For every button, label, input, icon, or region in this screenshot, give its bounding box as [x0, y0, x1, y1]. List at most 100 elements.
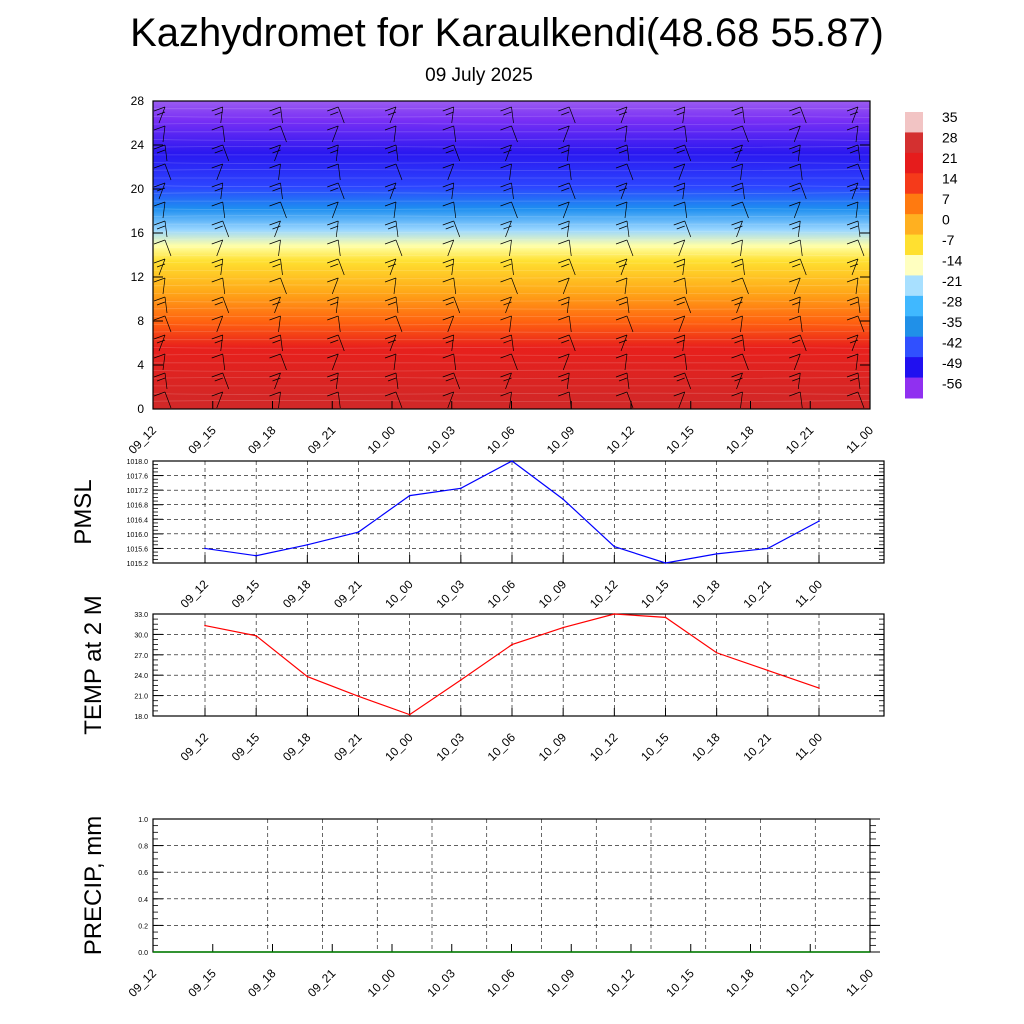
wind-barb: [851, 334, 859, 352]
wind-barb: [393, 125, 397, 143]
wind-barb: [453, 125, 457, 143]
wind-barb: [164, 391, 172, 409]
wind-barb: [511, 277, 518, 295]
y-tick-label: 1016.8: [127, 503, 149, 510]
wind-barb: [505, 144, 512, 162]
wind-barb: [337, 258, 345, 276]
wind-barb-flag: [731, 277, 743, 283]
wind-barb: [682, 106, 686, 124]
wind-barb-flag: [789, 201, 801, 207]
y-tick-label: 1015.6: [127, 546, 149, 553]
wind-barb-flag: [731, 106, 743, 112]
wind-barb: [389, 334, 397, 352]
colorbar-cell: [905, 132, 923, 154]
wind-barb-flag: [789, 144, 801, 150]
wind-barb-flag: [676, 225, 685, 230]
wind-barb-flag: [442, 163, 454, 169]
wind-barb-flag: [561, 111, 570, 116]
wind-barb-flag: [849, 339, 859, 344]
wind-barb-flag: [615, 334, 628, 340]
x-tick-label: 10_18: [689, 730, 723, 764]
wind-barb-flag: [558, 334, 570, 340]
wind-barb-flag: [558, 125, 570, 131]
wind-barb-flag: [561, 377, 570, 382]
wind-barb-flag: [789, 220, 801, 226]
wind-barb-flag: [153, 125, 166, 131]
wind-barb: [626, 163, 634, 181]
y-tick-label: 8: [137, 314, 144, 328]
wind-barb: [511, 353, 518, 371]
wind-barb-flag: [731, 125, 743, 131]
wind-barb-flag: [849, 111, 859, 116]
wind-barb-flag: [269, 201, 281, 207]
wind-barb-flag: [789, 334, 801, 340]
wind-barb-flag: [327, 296, 339, 302]
isotherm-line: [152, 399, 871, 403]
wind-barb-flag: [615, 220, 628, 226]
data-point: [460, 487, 462, 490]
wind-barb-flag: [558, 391, 570, 397]
wind-barb-flag: [558, 106, 570, 112]
wind-barb: [509, 239, 512, 257]
y-tick-label: 0.6: [138, 870, 148, 877]
wind-barb-flag: [676, 301, 685, 306]
wind-barb: [331, 201, 339, 219]
x-tick-label: 09_12: [126, 966, 160, 1000]
y-tick-label: 1016.4: [127, 517, 149, 524]
x-tick-label: 09_15: [229, 730, 263, 764]
wind-barb-flag: [615, 201, 628, 207]
wind-barb: [511, 201, 518, 219]
wind-barb-flag: [731, 239, 743, 245]
wind-barb-flag: [673, 106, 685, 112]
wind-barb: [453, 296, 461, 314]
wind-barb-flag: [327, 239, 339, 245]
wind-barb: [799, 106, 807, 124]
wind-barb-flag: [731, 334, 743, 340]
wind-barb-flag: [618, 263, 628, 268]
wind-barb: [447, 391, 455, 409]
wind-barb-flag: [558, 315, 570, 321]
wind-barb-flag: [618, 225, 628, 230]
wind-barb: [620, 106, 628, 124]
wind-barb-flag: [561, 263, 570, 268]
colorbar-cell: [905, 336, 923, 358]
wind-barb: [453, 201, 457, 219]
panel-frame: [152, 460, 885, 564]
wind-barb-flag: [673, 144, 685, 150]
colorbar-cell: [905, 214, 923, 236]
wind-barb: [216, 239, 224, 257]
wind-barb-flag: [387, 377, 397, 382]
data-point: [357, 695, 360, 698]
wind-barb-flag: [153, 258, 166, 264]
wind-barb-flag: [384, 163, 397, 169]
isotherm-line: [152, 207, 871, 211]
wind-barb-flag: [673, 353, 685, 359]
pmsl-panel: 1015.2 1015.6 1016.0 1016.4 1016.8 1017.2 1017…: [70, 459, 885, 611]
wind-barb-flag: [269, 296, 281, 302]
panel-frame: [152, 613, 885, 717]
x-tick-label: 09_18: [280, 730, 314, 764]
y-tick-label: 27.0: [134, 653, 148, 660]
wind-barb: [280, 353, 287, 371]
x-tick-label: 09_21: [305, 966, 339, 1000]
x-tick-label: 09_21: [305, 423, 339, 457]
colorbar-label: 21: [942, 150, 958, 166]
wind-barb-flag: [673, 334, 685, 340]
wind-barb: [742, 258, 745, 276]
wind-barb-flag: [558, 201, 570, 207]
wind-barb: [678, 239, 686, 257]
wind-barb: [447, 163, 455, 181]
wind-barb-flag: [558, 296, 570, 302]
wind-barb: [742, 201, 749, 219]
wind-barb: [742, 182, 745, 200]
wind-barb-flag: [731, 201, 743, 207]
wind-barb-flag: [327, 220, 339, 226]
wind-barb: [453, 277, 457, 295]
colorbar-cell: [905, 316, 923, 338]
wind-barb-flag: [615, 277, 628, 283]
isotherm-line: [152, 346, 871, 349]
isotherm-line: [152, 284, 871, 287]
wind-barb-flag: [561, 301, 570, 306]
wind-barb-flag: [269, 125, 281, 131]
wind-barb-flag: [846, 182, 859, 188]
